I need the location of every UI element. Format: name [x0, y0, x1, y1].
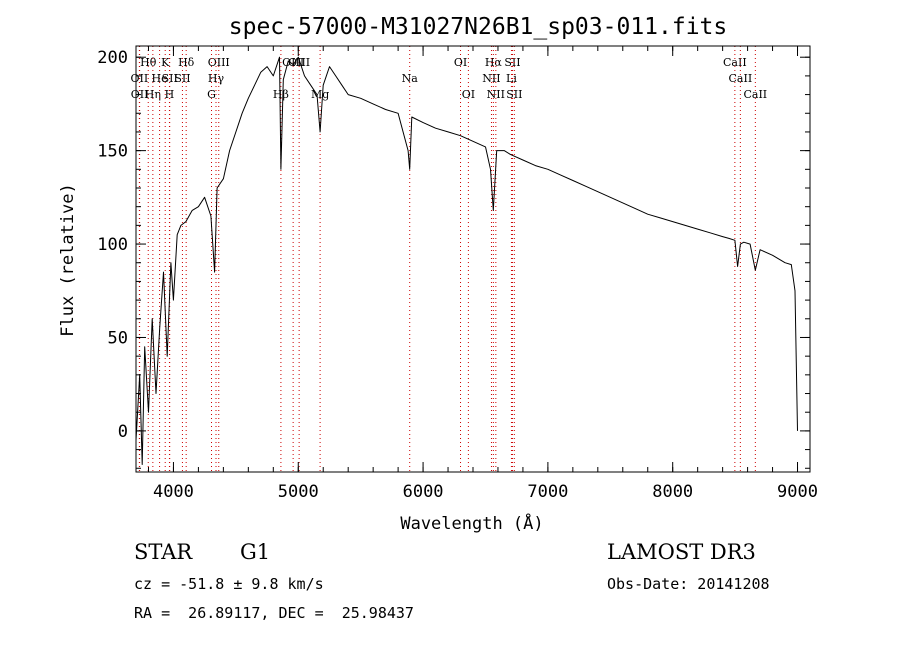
- x-tick-label: 5000: [278, 482, 319, 502]
- spectral-line-label: NII: [487, 88, 505, 101]
- survey-name: LAMOST DR3: [607, 540, 756, 564]
- spectral-line-label: Hγ: [208, 72, 225, 85]
- spectral-line-label: SII: [504, 56, 520, 69]
- x-tick-label: 8000: [652, 482, 693, 502]
- x-tick-label: 6000: [403, 482, 444, 502]
- redshift-velocity: cz = -51.8 ± 9.8 km/s: [134, 575, 324, 593]
- spectral-line-label: NII: [482, 72, 500, 85]
- sky-coordinates: RA = 26.89117, DEC = 25.98437: [134, 604, 414, 622]
- spectral-line-label: CaII: [743, 88, 767, 101]
- chart-title: spec-57000-M31027N26B1_sp03-011.fits: [229, 14, 728, 40]
- y-tick-label: 200: [97, 48, 128, 68]
- x-tick-label: 7000: [527, 482, 568, 502]
- spectral-line-label: H: [165, 88, 175, 101]
- x-tick-label: 9000: [777, 482, 818, 502]
- y-axis: 0 50 100 150 200: [97, 48, 810, 469]
- x-axis-label: Wavelength (Å): [400, 512, 543, 534]
- spectral-line-label: CaII: [729, 72, 753, 85]
- spectrum-series-line: [135, 56, 798, 465]
- object-class: STAR: [134, 540, 193, 564]
- spectral-line-label: Hη: [145, 88, 161, 101]
- spectral-line-label: Na: [402, 72, 419, 85]
- spectral-line-label: Li: [506, 72, 517, 85]
- y-tick-label: 100: [97, 235, 128, 255]
- spectral-line-label: OI: [454, 56, 467, 69]
- observation-date: Obs-Date: 20141208: [607, 575, 770, 593]
- spectral-line-label: He: [152, 72, 168, 85]
- spectral-line-label: SII: [506, 88, 522, 101]
- y-tick-label: 150: [97, 142, 128, 162]
- object-subclass: G1: [240, 540, 271, 564]
- spectral-line-label: Hα: [485, 56, 503, 69]
- spectral-line-label: SII: [174, 72, 190, 85]
- y-tick-label: 0: [118, 422, 128, 442]
- spectral-line-label: Hθ: [140, 56, 157, 69]
- spectral-line-label: OIII: [208, 56, 230, 69]
- spectral-line-label: Hβ: [273, 88, 289, 101]
- x-axis: 4000 5000 6000 7000 8000 9000: [147, 46, 818, 502]
- spectral-line-label: G: [207, 88, 216, 101]
- y-axis-label: Flux (relative): [58, 183, 78, 337]
- x-tick-label: 4000: [153, 482, 194, 502]
- spectral-line-label: CaII: [723, 56, 747, 69]
- spectral-line-label: OI: [462, 88, 475, 101]
- plot-frame: [135, 45, 811, 473]
- spectral-line-label: K: [161, 56, 170, 69]
- y-tick-label: 50: [108, 328, 128, 348]
- spectral-line-label: Hδ: [178, 56, 195, 69]
- spectral-line-label: Mg: [311, 88, 329, 101]
- spectrum-layer: [135, 56, 798, 465]
- spectral-line-label: OIII: [288, 56, 310, 69]
